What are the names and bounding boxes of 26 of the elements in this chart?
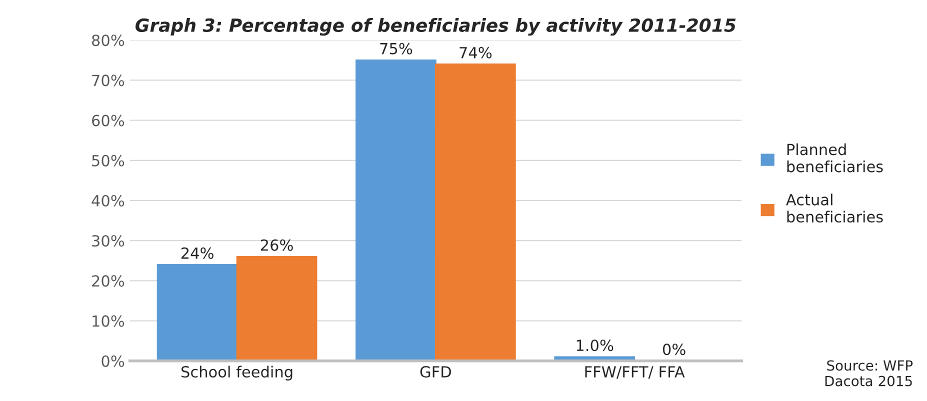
data-label: 0% <box>662 344 686 356</box>
legend-label: Actual beneficiaries <box>786 194 883 223</box>
y-tick-label: 60% <box>92 114 124 126</box>
bar <box>356 59 436 361</box>
y-tick-label: 40% <box>92 194 124 207</box>
y-tick-label: 80% <box>92 34 124 46</box>
x-tick-label: FFW/FFT/ FFA <box>585 366 685 379</box>
y-tick-label: 30% <box>92 235 124 247</box>
legend-label: Planned beneficiaries <box>787 143 883 172</box>
data-label: 26% <box>260 239 293 251</box>
y-tick-label: 20% <box>92 275 124 287</box>
data-label: 74% <box>460 46 492 58</box>
y-tick-label: 70% <box>92 74 124 86</box>
x-tick-label: GFD <box>420 366 451 378</box>
chart-title: Graph 3: Percentage of beneficiaries by activity 2011-2015 <box>136 18 736 36</box>
data-label: 75% <box>380 42 412 54</box>
y-tick-label: 50% <box>92 154 124 166</box>
y-tick-label: 10% <box>92 315 124 327</box>
bar <box>236 256 318 361</box>
bar <box>156 264 238 361</box>
data-label: 1.0% <box>576 340 614 352</box>
source-note: Source: WFP Dacota 2015 <box>825 360 913 386</box>
data-label: 24% <box>181 247 214 259</box>
x-tick-label: School feeding <box>182 366 292 381</box>
y-tick-label: 0% <box>102 355 124 367</box>
bar <box>434 63 516 361</box>
